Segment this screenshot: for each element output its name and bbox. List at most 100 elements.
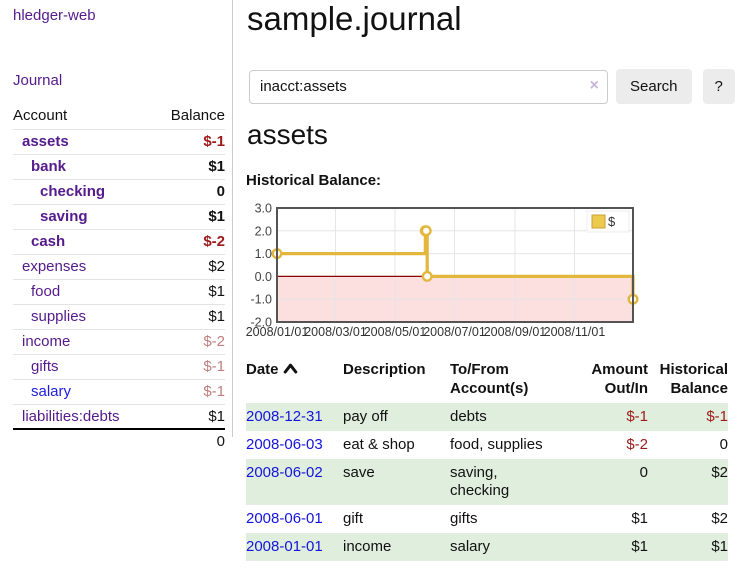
y-tick-label: 1.0 bbox=[255, 247, 272, 261]
accounts-header-row: Account Balance bbox=[13, 103, 225, 129]
transaction-row: 2008-06-03 eat & shop food, supplies $-2 0 bbox=[246, 431, 728, 459]
search-button[interactable]: Search bbox=[616, 69, 692, 104]
data-point-marker bbox=[421, 270, 433, 282]
transaction-amount: 0 bbox=[586, 459, 648, 505]
accounts-total-spacer bbox=[13, 428, 154, 453]
account-row: food $1 bbox=[13, 278, 225, 304]
x-tick-label: 2008/11/01 bbox=[544, 325, 606, 339]
app-title-link[interactable]: hledger-web bbox=[13, 7, 96, 24]
transaction-date-link[interactable]: 2008-01-01 bbox=[246, 538, 323, 555]
transaction-accounts: debts bbox=[450, 403, 586, 431]
accounts-header-balance: Balance bbox=[170, 107, 225, 125]
transactions-header-date[interactable]: Date bbox=[246, 358, 343, 403]
sidebar-account-link[interactable]: supplies bbox=[31, 308, 87, 325]
transaction-historical-balance: $1 bbox=[648, 533, 728, 561]
sidebar: hledger-web Journal Account Balance asse… bbox=[0, 0, 233, 453]
account-row: salary $-1 bbox=[13, 378, 225, 404]
transaction-historical-balance: 0 bbox=[719, 436, 728, 453]
account-row: liabilities:debts $1 bbox=[13, 403, 225, 429]
transaction-accounts: food, supplies bbox=[450, 436, 543, 453]
transaction-description: gift bbox=[343, 510, 364, 527]
account-balance: $1 bbox=[153, 153, 225, 179]
transaction-amount: $-2 bbox=[626, 436, 648, 453]
sidebar-account-link[interactable]: saving bbox=[40, 208, 88, 225]
account-balance: $-1 bbox=[153, 378, 225, 404]
data-point-marker bbox=[420, 225, 432, 237]
transactions-header-row: Date Description To/From Account(s) Amou… bbox=[246, 358, 728, 403]
plot-border bbox=[276, 207, 634, 323]
transactions-header-amount: Amount Out/In bbox=[591, 361, 648, 397]
x-tick-label: 2008/03/01 bbox=[304, 325, 367, 339]
x-tick-label: 2008/05/01 bbox=[364, 325, 427, 339]
sidebar-account-link[interactable]: bank bbox=[31, 158, 67, 175]
sidebar-item-journal[interactable]: Journal bbox=[13, 72, 63, 89]
y-tick-label: -2.0 bbox=[250, 316, 272, 330]
sidebar-account-link[interactable]: cash bbox=[31, 233, 66, 250]
search-bar: × Search ? bbox=[249, 69, 735, 104]
accounts-table: Account Balance assets $-1 bank $1 checking 0… bbox=[13, 103, 225, 453]
chart-title: Historical Balance: bbox=[246, 172, 382, 189]
clear-search-icon[interactable]: × bbox=[589, 76, 599, 94]
help-button[interactable]: ? bbox=[702, 69, 735, 104]
transaction-accounts: salary bbox=[450, 533, 586, 561]
transaction-row: 2008-12-31 pay off debts $-1 $-1 bbox=[246, 403, 728, 431]
account-row: gifts $-1 bbox=[13, 353, 225, 379]
x-tick-label: 2008/01/01 bbox=[246, 325, 309, 339]
account-balance: $-1 bbox=[153, 128, 225, 154]
sidebar-account-link[interactable]: food bbox=[31, 283, 61, 300]
transaction-description: pay off bbox=[343, 403, 450, 431]
page-title: sample.journal bbox=[247, 0, 462, 37]
account-balance: 0 bbox=[153, 178, 225, 204]
account-balance: $1 bbox=[153, 278, 225, 304]
transaction-date-link[interactable]: 2008-06-02 bbox=[246, 464, 323, 481]
transaction-historical-balance: $2 bbox=[648, 459, 728, 505]
y-tick-label: 3.0 bbox=[255, 202, 272, 216]
account-balance: $-1 bbox=[153, 353, 225, 379]
y-tick-label: 2.0 bbox=[255, 224, 272, 238]
account-row: saving $1 bbox=[13, 203, 225, 229]
transactions-header-accounts: To/From Account(s) bbox=[450, 361, 529, 397]
account-balance: $1 bbox=[153, 203, 225, 229]
transactions-header-description: Description bbox=[343, 361, 426, 378]
sidebar-account-link[interactable]: gifts bbox=[31, 358, 59, 375]
account-row: supplies $1 bbox=[13, 303, 225, 329]
transaction-description: eat & shop bbox=[343, 436, 415, 453]
transaction-description: income bbox=[343, 533, 450, 561]
account-row: expenses $2 bbox=[13, 253, 225, 279]
transaction-accounts: saving, checking bbox=[450, 459, 586, 505]
account-row: assets $-1 bbox=[13, 128, 225, 154]
account-balance: $1 bbox=[153, 303, 225, 329]
transaction-amount: $1 bbox=[586, 533, 648, 561]
sidebar-account-link[interactable]: salary bbox=[31, 383, 72, 400]
transactions-table: Date Description To/From Account(s) Amou… bbox=[246, 358, 728, 561]
x-tick-label: 2008/09/01 bbox=[484, 325, 547, 339]
sidebar-account-link[interactable]: checking bbox=[40, 183, 106, 200]
transaction-date-link[interactable]: 2008-06-03 bbox=[246, 436, 323, 453]
sidebar-account-link[interactable]: income bbox=[22, 333, 71, 350]
transaction-date-link[interactable]: 2008-06-01 bbox=[246, 510, 323, 527]
transaction-description: save bbox=[343, 459, 450, 505]
sidebar-account-link[interactable]: liabilities:debts bbox=[22, 407, 120, 425]
transactions-header-historical: Historical Balance bbox=[659, 361, 728, 397]
search-input[interactable] bbox=[249, 69, 608, 104]
transaction-row: 2008-01-01 income salary $1 $1 bbox=[246, 533, 728, 561]
accounts-header-account: Account bbox=[13, 107, 68, 125]
account-heading: assets bbox=[247, 119, 328, 150]
sort-ascending-icon bbox=[283, 363, 297, 374]
accounts-total-balance: 0 bbox=[153, 428, 225, 453]
account-row: checking 0 bbox=[13, 178, 225, 204]
transaction-historical-balance: $2 bbox=[711, 510, 728, 527]
transaction-row: 2008-06-02 save saving, checking 0 $2 bbox=[246, 459, 728, 505]
legend-label: $ bbox=[608, 214, 616, 229]
legend-swatch bbox=[591, 214, 606, 229]
account-balance: $-2 bbox=[153, 228, 225, 254]
transaction-historical-balance: $-1 bbox=[648, 403, 728, 431]
account-balance: $-2 bbox=[153, 328, 225, 354]
search-input-wrap: × bbox=[249, 69, 608, 104]
sidebar-account-link[interactable]: expenses bbox=[22, 258, 87, 275]
historical-balance-chart: $3.0 2.0 1.0 0.0 -1.0 -2.0 2008/01/01 2008/03/0… bbox=[246, 196, 666, 342]
y-tick-label: -1.0 bbox=[250, 293, 272, 307]
transaction-date-link[interactable]: 2008-12-31 bbox=[246, 408, 323, 425]
accounts-total-row: 0 bbox=[13, 428, 225, 453]
sidebar-account-link[interactable]: assets bbox=[22, 133, 69, 150]
